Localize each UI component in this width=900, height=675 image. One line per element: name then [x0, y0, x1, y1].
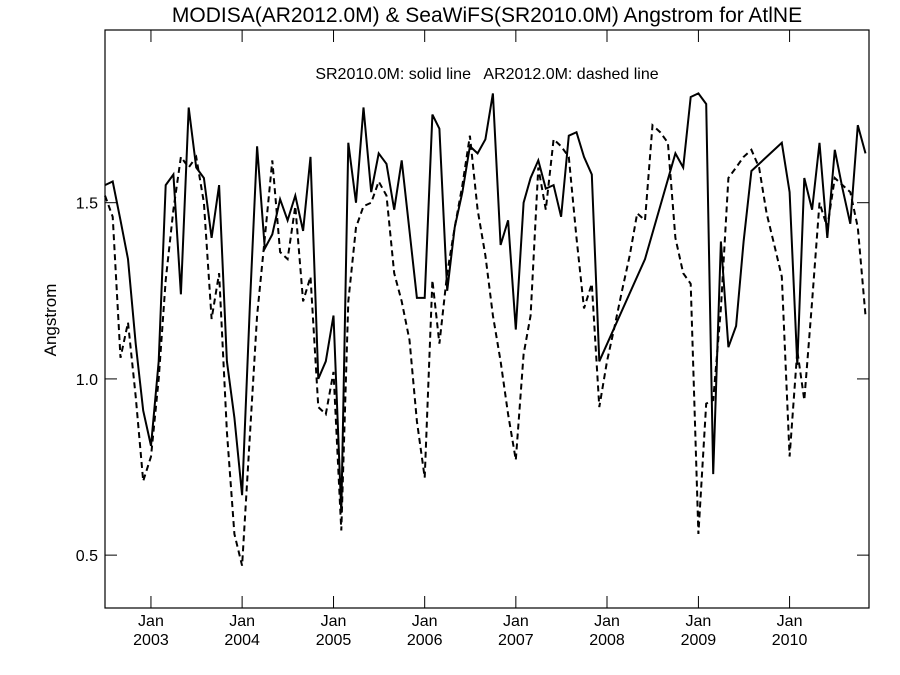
y-tick-label-1: 1.0	[76, 372, 98, 389]
x-tick-year-4: 2007	[498, 632, 534, 649]
plot-frame	[104, 29, 870, 609]
y-axis-label: Angstrom	[41, 284, 60, 357]
x-tick-year-0: 2003	[133, 632, 169, 649]
x-tick-label-2: Jan	[321, 613, 347, 630]
x-tick-label-3: Jan	[412, 613, 438, 630]
x-tick-year-1: 2004	[224, 632, 260, 649]
chart-title: MODISA(AR2012.0M) & SeaWiFS(SR2010.0M) A…	[172, 4, 802, 27]
plot-layer: 0.5 1.0 1.5 Jan 2003 Jan 2004 Jan 2005 Jan 2006 Jan…	[76, 30, 869, 649]
x-tick-label-5: Jan	[594, 613, 620, 630]
line-style-note: SR2010.0M: solid line AR2012.0M: dashed …	[315, 66, 658, 83]
series-line-sr2010-0m	[104, 92, 867, 513]
x-tick-year-2: 2005	[316, 632, 352, 649]
x-tick-year-6: 2009	[681, 632, 717, 649]
x-tick-year-3: 2006	[407, 632, 443, 649]
x-tick-label-6: Jan	[686, 613, 712, 630]
y-tick-label-0: 0.5	[76, 548, 98, 565]
x-tick-label-0: Jan	[138, 613, 164, 630]
series-line-ar2012-0m	[104, 123, 867, 566]
x-tick-year-5: 2008	[589, 632, 625, 649]
x-tick-label-4: Jan	[503, 613, 529, 630]
x-tick-label-1: Jan	[229, 613, 255, 630]
x-tick-label-7: Jan	[777, 613, 803, 630]
x-tick-year-7: 2010	[772, 632, 808, 649]
y-tick-label-2: 1.5	[76, 196, 98, 213]
